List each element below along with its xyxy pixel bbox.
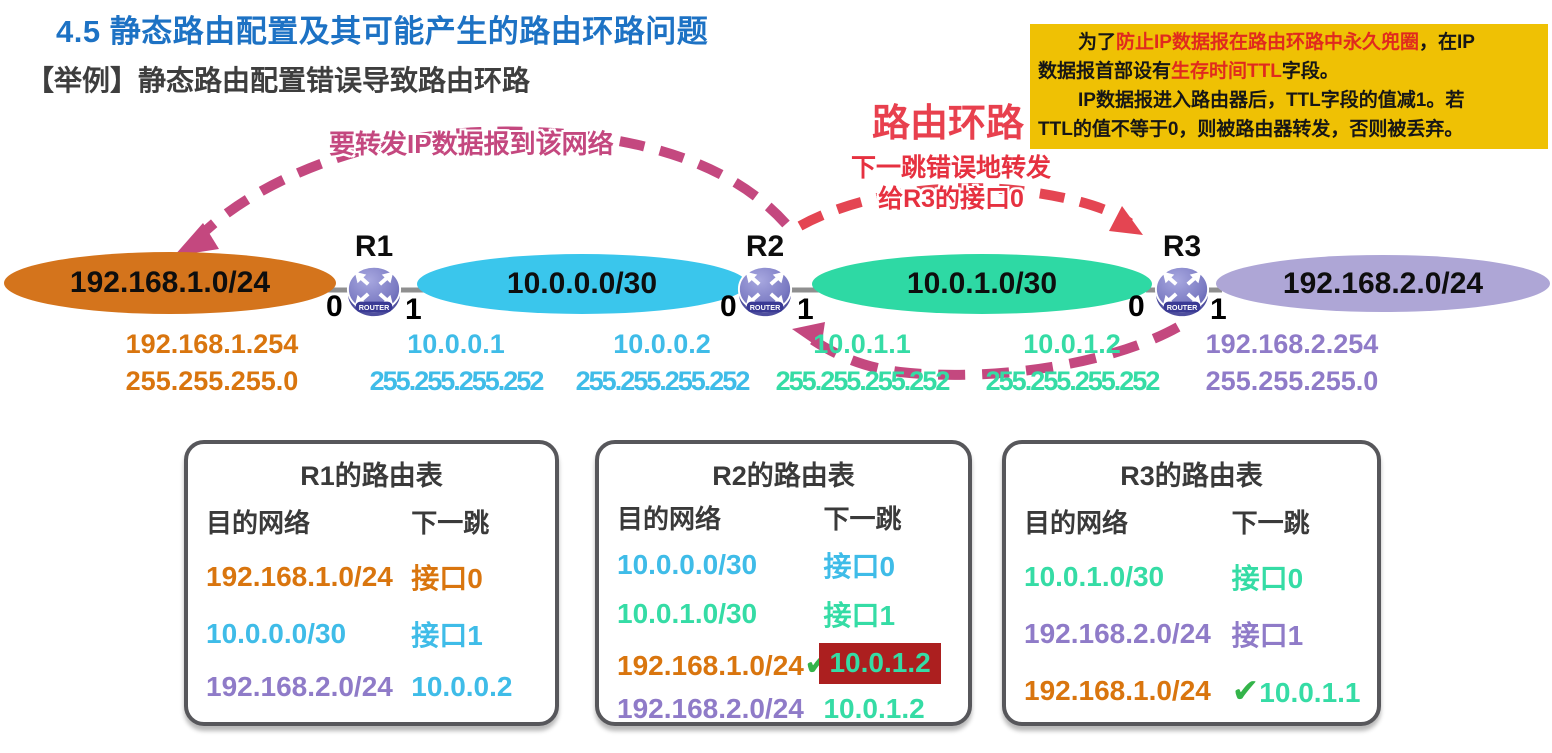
router-r2: R2 ROUTER [736, 232, 794, 325]
table-row: 192.168.2.0/24 10.0.1.2 [617, 693, 925, 724]
svg-text:ROUTER: ROUTER [359, 303, 390, 312]
router-r1: R1 ROUTER [345, 232, 403, 325]
ttl-note-line1: 为了防止IP数据报在路由环路中永久兜圈，在IP [1078, 32, 1475, 53]
ttl-note-line3: IP数据报进入路由器后，TTL字段的值减1。若 [1078, 90, 1465, 111]
router-r2-name: R2 [745, 230, 785, 263]
table-row: 192.168.2.0/24 接口1 [1024, 618, 1304, 651]
network-ellipse-192-168-1-0: 192.168.1.0/24 [4, 252, 336, 314]
r1-port-1: 1 [405, 293, 422, 326]
r3-port-1: 1 [1210, 293, 1227, 326]
table-header: 目的网络 下一跳 [206, 508, 490, 538]
svg-text:ROUTER: ROUTER [750, 303, 781, 312]
check-icon: ✔ [1231, 672, 1260, 709]
table-row: 10.0.0.0/30 接口1 [206, 618, 483, 651]
table-row: 192.168.1.0/24 接口0 [206, 561, 483, 594]
table-row: 10.0.1.0/30 接口0 [1024, 561, 1304, 594]
wrong-hop-label: 下一跳错误地转发 给R3的接口0 [850, 154, 1051, 213]
table-row: 192.168.2.0/24 10.0.0.2 [206, 671, 513, 702]
table-title: R1的路由表 [300, 461, 443, 491]
router-icon: ROUTER [737, 265, 793, 317]
table-header: 目的网络 下一跳 [1024, 508, 1310, 538]
ip-label-r2-if0: 10.0.0.2 255.255.255.252 [575, 329, 751, 396]
router-r1-name: R1 [354, 230, 394, 263]
routing-table-r3: R3的路由表 目的网络 下一跳 10.0.1.0/30 接口0 192.168.2.… [1002, 440, 1381, 726]
ip-label-r3-if0: 10.0.1.2 255.255.255.252 [985, 329, 1161, 396]
page-title: 4.5 静态路由配置及其可能产生的路由环路问题 [56, 14, 709, 49]
table-row-wrong-entry: 192.168.1.0/24✔ 10.0.1.2 [617, 643, 950, 684]
network-ellipse-10-0-1-0: 10.0.1.0/30 [812, 254, 1152, 314]
ip-label-r1-if1: 10.0.0.1 255.255.255.252 [369, 329, 545, 396]
table-title: R3的路由表 [1120, 461, 1263, 491]
network-ellipse-192-168-2-0: 192.168.2.0/24 [1216, 255, 1550, 312]
router-icon: ROUTER [1154, 265, 1210, 317]
table-row: 192.168.1.0/24 ✔10.0.1.1 [1024, 672, 1361, 709]
ip-label-r1-if0: 192.168.1.254 255.255.255.0 [125, 329, 299, 396]
table-row: 10.0.1.0/30 接口1 [617, 598, 896, 631]
ip-label-r3-if1: 192.168.2.254 255.255.255.0 [1205, 329, 1379, 396]
forward-arrow-label: 要转发IP数据报到该网络 [329, 129, 614, 159]
routing-table-r2: R2的路由表 目的网络 下一跳 10.0.0.0/30 接口0 10.0.1.0/3… [595, 440, 972, 726]
table-row: 10.0.0.0/30 接口0 [617, 549, 896, 582]
network-ellipse-10-0-0-0: 10.0.0.0/30 [417, 254, 747, 314]
ip-label-r2-if1: 10.0.1.1 255.255.255.252 [775, 329, 951, 396]
ttl-note-box: 为了防止IP数据报在路由环路中永久兜圈，在IP 数据报首部设有生存时间TTL字段… [1030, 24, 1548, 149]
router-r3: R3 ROUTER [1153, 232, 1211, 325]
router-icon: ROUTER [346, 265, 402, 317]
forward-arrowhead [174, 223, 219, 256]
routing-loop-title: 路由环路 [872, 103, 1025, 145]
router-r3-name: R3 [1162, 230, 1202, 263]
wrong-hop-arrowhead [1109, 206, 1143, 235]
table-header: 目的网络 下一跳 [617, 504, 902, 534]
svg-text:ROUTER: ROUTER [1167, 303, 1198, 312]
r1-port-0: 0 [326, 290, 343, 323]
ttl-note-line4: TTL的值不等于0，则被路由器转发，否则被丢弃。 [1038, 119, 1464, 140]
table-title: R2的路由表 [712, 461, 855, 491]
ttl-note-line2: 数据报首部设有生存时间TTL字段。 [1038, 61, 1339, 82]
r2-port-1: 1 [797, 293, 814, 326]
r3-port-0: 0 [1128, 290, 1145, 323]
routing-table-r1: R1的路由表 目的网络 下一跳 192.168.1.0/24 接口0 10.0.0.… [184, 440, 559, 726]
r2-port-0: 0 [720, 290, 737, 323]
highlighted-next-hop: 10.0.1.2 [819, 643, 941, 684]
page-subtitle: 【举例】静态路由配置错误导致路由环路 [26, 65, 531, 96]
